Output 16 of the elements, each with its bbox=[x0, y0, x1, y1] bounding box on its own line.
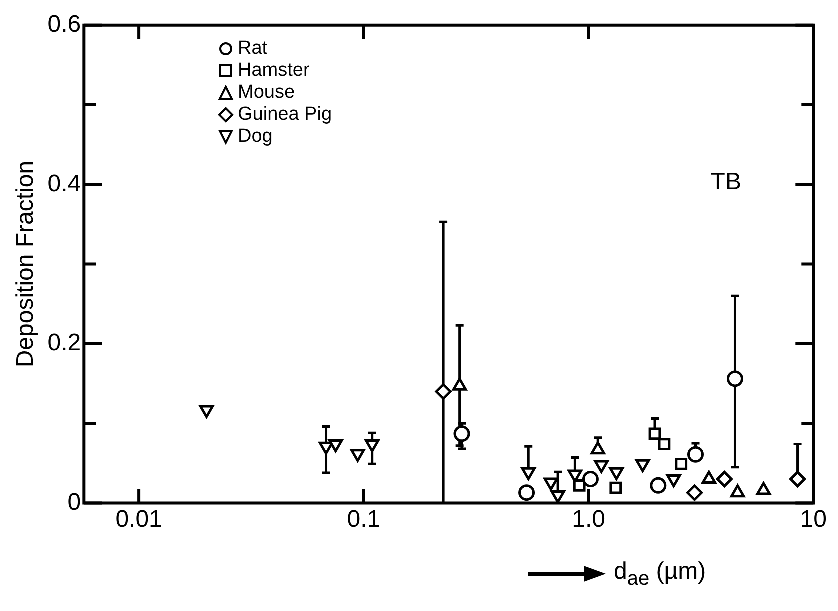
x-tick-label: 1.0 bbox=[572, 506, 606, 534]
legend-label: Guinea Pig bbox=[238, 104, 332, 126]
legend-label: Hamster bbox=[238, 60, 310, 82]
x-axis-title: d$_{ae}$ (µm) bbox=[614, 558, 706, 591]
legend-label: Dog bbox=[238, 126, 273, 148]
y-tick-label: 0.4 bbox=[48, 170, 82, 198]
y-tick-label: 0 bbox=[68, 488, 82, 516]
y-axis-title: Deposition Fraction bbox=[12, 160, 40, 368]
x-tick-label: 0.01 bbox=[116, 506, 162, 534]
x-tick-label: 10 bbox=[800, 506, 828, 534]
y-tick-label: 0.6 bbox=[48, 11, 82, 38]
y-tick-label: 0.2 bbox=[48, 330, 82, 357]
legend-label: Rat bbox=[238, 38, 268, 60]
annotation: TB bbox=[710, 168, 742, 196]
x-tick-label: 0.1 bbox=[347, 506, 381, 534]
legend-label: Mouse bbox=[238, 82, 296, 104]
